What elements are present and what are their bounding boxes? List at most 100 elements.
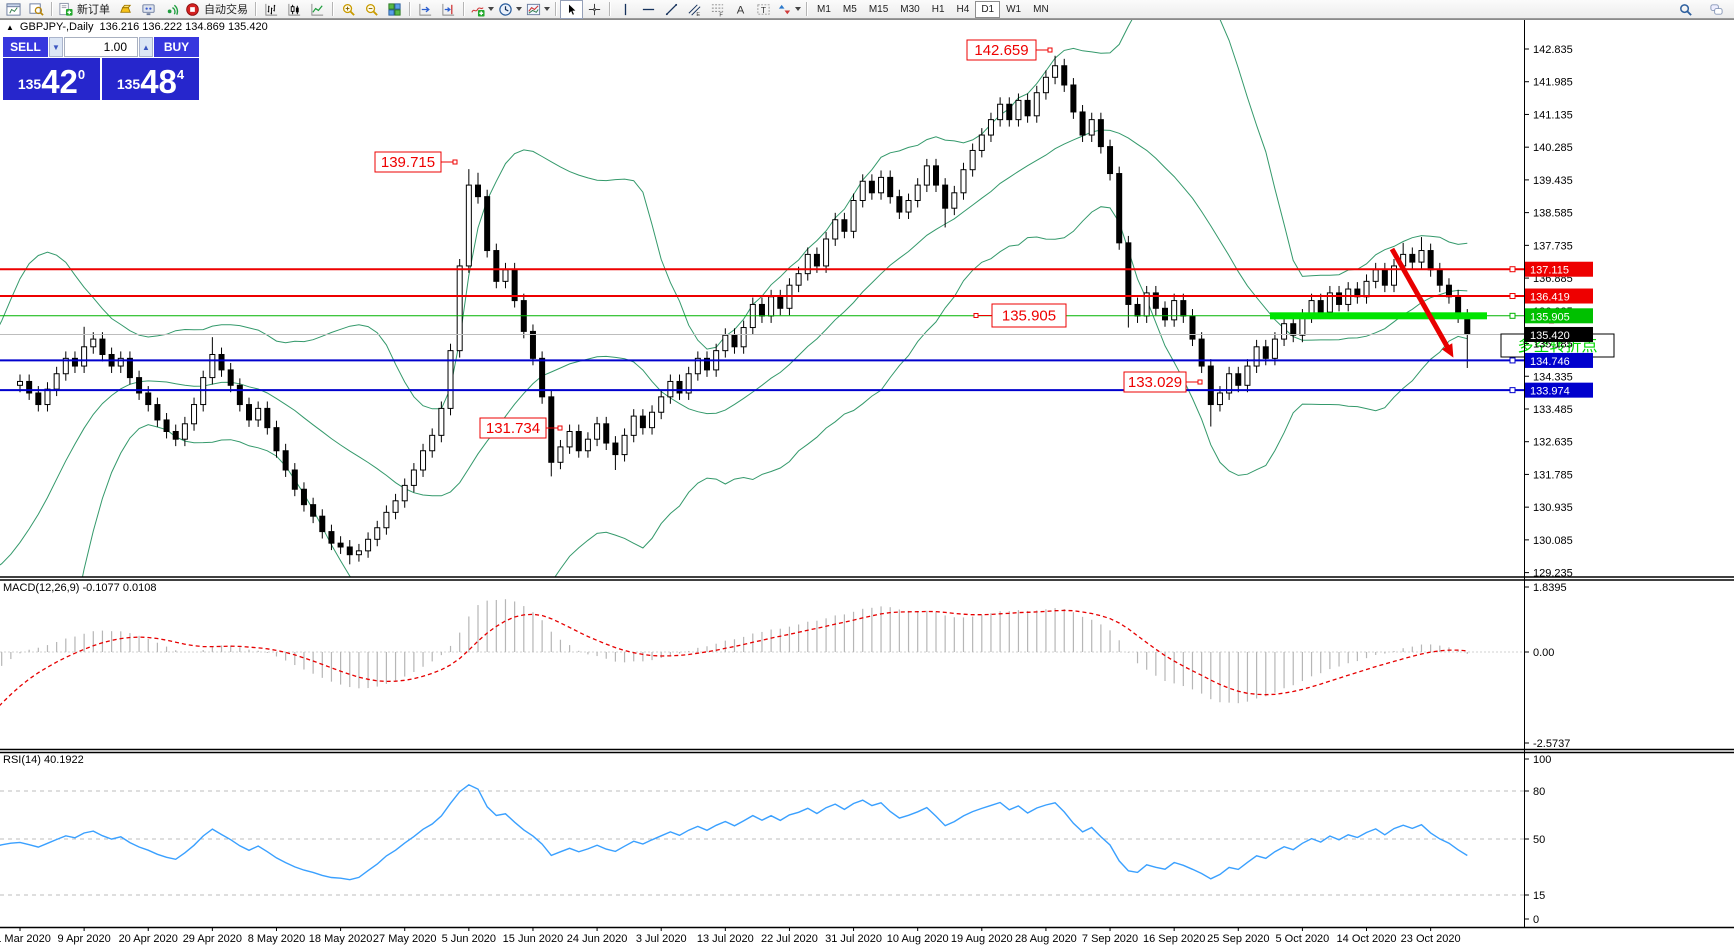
volume-increase-button[interactable]: ▲ (139, 37, 153, 57)
candle-body (145, 392, 152, 406)
timeframe-M15-button[interactable]: M15 (868, 3, 889, 15)
text-icon: A (733, 2, 748, 17)
candle-body (1180, 300, 1187, 317)
arrows-dropdown-caret[interactable] (795, 7, 801, 11)
toolbar-new-chart-button[interactable] (2, 0, 25, 19)
timeframe-H1-button[interactable]: H1 (931, 3, 945, 15)
toolbar-line-chart-button[interactable] (306, 0, 329, 19)
toolbar-search-button[interactable] (1674, 0, 1697, 19)
toolbar-chat-button[interactable] (1705, 0, 1728, 19)
hline-handle[interactable] (1509, 266, 1516, 273)
toolbar-text-label-button[interactable]: T (752, 0, 775, 19)
macd-axis-label: 1.8395 (1533, 582, 1567, 594)
periods-dropdown-caret[interactable] (516, 7, 522, 11)
toolbar-bar-chart-button[interactable] (260, 0, 283, 19)
toolbar-zoom-in-button[interactable] (337, 0, 360, 19)
time-axis[interactable]: 31 Mar 2020 9 Apr 2020 20 Apr 2020 29 Apr 2… (0, 927, 1461, 945)
date-tick-label: 10 Aug 2020 (887, 933, 949, 945)
toolbar-indicators-button[interactable] (468, 0, 496, 19)
volume-decrease-button[interactable]: ▼ (49, 37, 63, 57)
candle-body (923, 165, 930, 186)
toolbar-vertical-line-button[interactable] (614, 0, 637, 19)
toolbar-separator (332, 2, 334, 16)
timeframe-M30-button[interactable]: M30 (900, 3, 920, 15)
candle-body (374, 527, 381, 540)
volume-input[interactable] (64, 37, 138, 57)
date-tick-label: 31 Jul 2020 (825, 933, 882, 945)
toolbar-fibonacci-retracement-button[interactable]: F (706, 0, 729, 19)
equidistant-channel-icon: E (687, 2, 702, 17)
bb-middle-band (0, 129, 1468, 566)
candle-body (1290, 323, 1297, 336)
candle-body (1171, 300, 1178, 321)
toolbar-new-order-button[interactable]: 新订单 (56, 0, 114, 19)
bb-lower-band (81, 206, 1468, 577)
candle-body (768, 296, 775, 317)
toolbar-equidistant-channel-button[interactable]: E (683, 0, 706, 19)
toolbar-horizontal-line-button[interactable] (637, 0, 660, 19)
toolbar-autotrading-button[interactable]: 自动交易 (183, 0, 252, 19)
toolbar-auto-scroll-button[interactable] (414, 0, 437, 19)
price-label-text: 142.659 (974, 42, 1028, 59)
trend-arrow[interactable] (1389, 247, 1454, 358)
sell-button[interactable]: SELL (3, 37, 48, 57)
candle-body (630, 415, 637, 436)
price-callout-labels[interactable]: 142.659 139.715 135.905 133.029 131.734 (374, 39, 1203, 439)
toolbar-separator (409, 2, 411, 16)
candle-body (667, 380, 674, 398)
candle-body (502, 269, 509, 282)
support-band-layer[interactable] (1270, 312, 1487, 320)
toolbar-signals-button[interactable] (160, 0, 183, 19)
toolbar-expert-advisors-button[interactable] (137, 0, 160, 19)
templates-dropdown-caret[interactable] (544, 7, 550, 11)
sell-price-sup: 0 (77, 67, 86, 82)
date-tick-label: 8 May 2020 (248, 933, 305, 945)
toolbar-zoom-out-button[interactable] (360, 0, 383, 19)
timeframe-W1-button[interactable]: W1 (1006, 3, 1022, 15)
toolbar-text-button[interactable]: A (729, 0, 752, 19)
toolbar-cursor-button[interactable] (560, 0, 583, 19)
chat-icon (1709, 2, 1724, 17)
toolbar-arrows-button[interactable] (775, 0, 803, 19)
hline-handle[interactable] (1509, 312, 1516, 319)
price-tick-label: 129.235 (1533, 568, 1573, 580)
rsi-axis-label: 50 (1533, 834, 1545, 846)
toolbar-chart-shift-button[interactable] (437, 0, 460, 19)
toolbar-crosshair-button[interactable] (583, 0, 606, 19)
price-axis[interactable]: 142.835 141.985 141.135 140.285 139.435 138.5… (1524, 44, 1593, 580)
candle-body (90, 338, 97, 348)
toolbar: 新订单 自动交易 E F A T M1 M5 M15 M30 H1 H4 D1 W1 MN (0, 0, 1734, 19)
candle-body (117, 357, 124, 367)
toolbar-profiles-button[interactable] (25, 0, 48, 19)
axis-badge (1525, 261, 1593, 277)
toolbar-trendline-button[interactable] (660, 0, 683, 19)
candle-body (1088, 119, 1095, 136)
indicator-axis[interactable]: 1.8395 0.00 -2.5737 100 80 50 15 0 (1524, 582, 1570, 926)
toolbar-periods-button[interactable] (496, 0, 524, 19)
toolbar-deposit-button[interactable] (114, 0, 137, 19)
indicators-dropdown-caret[interactable] (488, 7, 494, 11)
candle-body (1271, 338, 1278, 359)
timeframe-D1-button[interactable]: D1 (975, 0, 1001, 18)
toolbar-candlestick-chart-button[interactable] (283, 0, 306, 19)
timeframe-M5-button[interactable]: M5 (842, 3, 857, 15)
timeframe-H4-button[interactable]: H4 (956, 3, 970, 15)
collapse-icon[interactable]: ▲ (6, 22, 14, 32)
candle-body (896, 196, 903, 213)
timeframe-M1-button[interactable]: M1 (817, 3, 831, 15)
candle-body (1336, 292, 1343, 305)
hline-handle[interactable] (1509, 357, 1516, 364)
buy-price[interactable]: 135 48 4 (102, 58, 199, 100)
toolbar-tile-windows-button[interactable] (383, 0, 406, 19)
candle-body (1281, 323, 1288, 340)
toolbar-templates-button[interactable] (524, 0, 552, 19)
timeframe-MN-button[interactable]: MN (1033, 3, 1049, 15)
sell-price[interactable]: 135 42 0 (3, 58, 100, 100)
candle-body (740, 327, 747, 348)
hline-handle[interactable] (1509, 387, 1516, 394)
candle-body (594, 423, 601, 440)
support-band[interactable] (1270, 312, 1487, 320)
buy-button[interactable]: BUY (154, 37, 199, 57)
hline-handle[interactable] (1509, 293, 1516, 300)
